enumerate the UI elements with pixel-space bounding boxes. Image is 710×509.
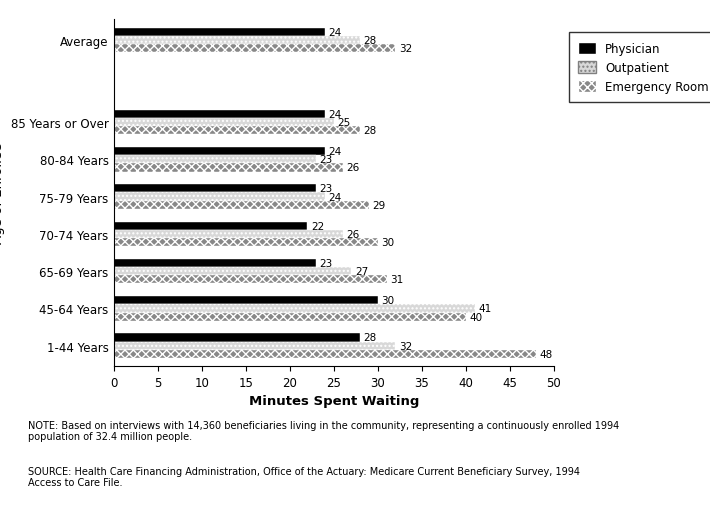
Bar bbox=[114, 305, 474, 313]
Text: 25: 25 bbox=[337, 118, 351, 128]
Text: 30: 30 bbox=[381, 296, 394, 305]
Text: 28: 28 bbox=[364, 36, 377, 46]
Bar bbox=[114, 119, 334, 127]
Text: 22: 22 bbox=[311, 221, 324, 231]
Text: NOTE: Based on interviews with 14,360 beneficiaries living in the community, rep: NOTE: Based on interviews with 14,360 be… bbox=[28, 420, 620, 441]
Bar bbox=[114, 45, 395, 53]
Bar bbox=[114, 259, 316, 268]
Text: 31: 31 bbox=[390, 275, 403, 285]
Bar bbox=[114, 185, 316, 193]
X-axis label: Minutes Spent Waiting: Minutes Spent Waiting bbox=[248, 394, 419, 408]
Bar bbox=[114, 276, 386, 284]
Text: 23: 23 bbox=[320, 155, 333, 165]
Bar bbox=[114, 313, 466, 321]
Bar bbox=[114, 297, 378, 305]
Bar bbox=[114, 193, 325, 201]
Bar bbox=[114, 268, 351, 276]
Text: 28: 28 bbox=[364, 126, 377, 136]
Text: 24: 24 bbox=[329, 27, 342, 38]
Text: 23: 23 bbox=[320, 259, 333, 268]
Text: 23: 23 bbox=[320, 184, 333, 194]
Bar bbox=[114, 148, 325, 156]
Bar bbox=[114, 230, 342, 238]
Text: 24: 24 bbox=[329, 147, 342, 157]
Text: SOURCE: Health Care Financing Administration, Office of the Actuary: Medicare Cu: SOURCE: Health Care Financing Administra… bbox=[28, 466, 580, 487]
Text: 26: 26 bbox=[346, 230, 359, 239]
Text: 26: 26 bbox=[346, 163, 359, 173]
Bar bbox=[114, 110, 325, 119]
Text: 28: 28 bbox=[364, 333, 377, 343]
Text: 24: 24 bbox=[329, 192, 342, 202]
Text: 30: 30 bbox=[381, 238, 394, 247]
Bar bbox=[114, 350, 536, 358]
Bar bbox=[114, 37, 360, 45]
Bar bbox=[114, 222, 307, 230]
Text: 41: 41 bbox=[478, 304, 491, 314]
Bar bbox=[114, 29, 325, 37]
Bar bbox=[114, 201, 369, 209]
Bar bbox=[114, 238, 378, 247]
Bar bbox=[114, 127, 360, 135]
Text: 48: 48 bbox=[540, 349, 553, 359]
Bar bbox=[114, 156, 316, 164]
Bar bbox=[114, 164, 342, 172]
Text: 32: 32 bbox=[399, 341, 412, 351]
Bar bbox=[114, 334, 360, 342]
Text: 40: 40 bbox=[469, 312, 482, 322]
Text: 27: 27 bbox=[355, 267, 368, 276]
Bar bbox=[114, 342, 395, 350]
Legend: Physician, Outpatient, Emergency Room: Physician, Outpatient, Emergency Room bbox=[569, 33, 710, 103]
Text: 29: 29 bbox=[373, 201, 386, 210]
Text: 32: 32 bbox=[399, 44, 412, 54]
Y-axis label: Age of Enrollee: Age of Enrollee bbox=[0, 143, 5, 244]
Text: 24: 24 bbox=[329, 109, 342, 120]
